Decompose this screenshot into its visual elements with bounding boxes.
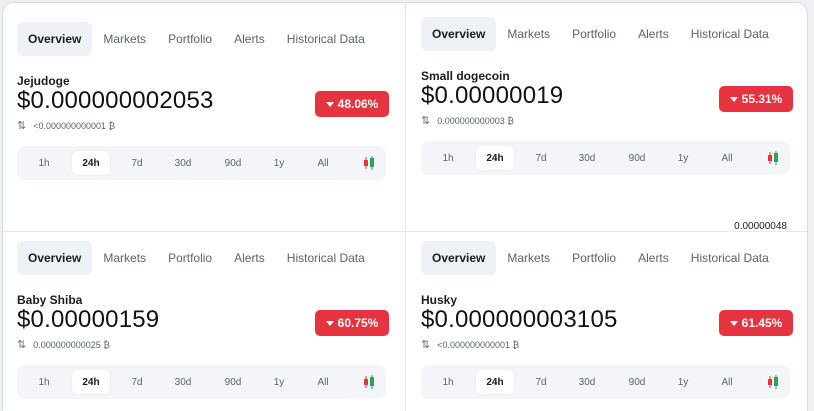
range-30d[interactable]: 30d	[174, 157, 192, 169]
swap-arrows-icon: ⇅	[17, 120, 27, 132]
triangle-down-icon	[325, 320, 334, 326]
coin-name: Jejudoge	[17, 74, 70, 88]
range-all[interactable]: All	[317, 157, 329, 169]
change-badge: 55.31%	[719, 86, 793, 112]
tab-alerts[interactable]: Alerts	[234, 32, 265, 46]
time-range-selector: 1h 24h 7d 30d 90d 1y All	[421, 365, 790, 399]
range-7d[interactable]: 7d	[131, 376, 143, 388]
btc-volume-value: <0.000000000001 ₿	[33, 120, 116, 131]
range-all[interactable]: All	[721, 152, 733, 164]
range-1h[interactable]: 1h	[442, 152, 454, 164]
range-1h[interactable]: 1h	[38, 157, 50, 169]
range-24h[interactable]: 24h	[72, 370, 110, 394]
change-badge: 48.06%	[315, 91, 389, 117]
range-24h[interactable]: 24h	[476, 370, 514, 394]
range-90d[interactable]: 90d	[628, 376, 646, 388]
card-tabs: Overview Markets Portfolio Alerts Histor…	[17, 22, 389, 56]
btc-volume: ⇅ <0.000000000001 ₿	[17, 119, 115, 132]
tab-overview[interactable]: Overview	[17, 22, 93, 56]
range-7d[interactable]: 7d	[535, 376, 547, 388]
change-value: 61.45%	[741, 316, 783, 330]
range-30d[interactable]: 30d	[578, 376, 596, 388]
swap-arrows-icon: ⇅	[421, 339, 431, 351]
column-divider	[405, 3, 406, 411]
range-1y[interactable]: 1y	[273, 157, 285, 169]
range-1y[interactable]: 1y	[677, 152, 689, 164]
row-divider	[3, 231, 807, 232]
coin-price: $0.00000159	[17, 306, 160, 333]
tab-markets[interactable]: Markets	[103, 251, 147, 265]
change-badge: 60.75%	[315, 310, 389, 336]
tab-historical-data[interactable]: Historical Data	[286, 32, 365, 46]
btc-volume-value: 0.000000000003 ₿	[437, 115, 514, 126]
range-1h[interactable]: 1h	[442, 376, 454, 388]
range-1y[interactable]: 1y	[677, 376, 689, 388]
coin-name: Husky	[421, 293, 458, 307]
btc-volume: ⇅ 0.000000000025 ₿	[17, 338, 110, 351]
tab-portfolio[interactable]: Portfolio	[572, 251, 617, 265]
tab-alerts[interactable]: Alerts	[638, 251, 669, 265]
candlestick-chart-icon[interactable]	[362, 374, 376, 390]
range-30d[interactable]: 30d	[578, 152, 596, 164]
change-badge: 61.45%	[719, 310, 793, 336]
range-1h[interactable]: 1h	[38, 376, 50, 388]
range-all[interactable]: All	[721, 376, 733, 388]
btc-volume-value: 0.000000000025 ₿	[33, 339, 110, 350]
range-all[interactable]: All	[317, 376, 329, 388]
tab-historical-data[interactable]: Historical Data	[690, 27, 769, 41]
card-tabs: Overview Markets Portfolio Alerts Histor…	[421, 17, 793, 51]
tab-historical-data[interactable]: Historical Data	[690, 251, 769, 265]
swap-arrows-icon: ⇅	[421, 115, 431, 127]
time-range-selector: 1h 24h 7d 30d 90d 1y All	[17, 146, 386, 180]
candlestick-chart-icon[interactable]	[766, 150, 780, 166]
coin-price: $0.000000003105	[421, 306, 618, 333]
change-value: 48.06%	[337, 97, 379, 111]
time-range-selector: 1h 24h 7d 30d 90d 1y All	[17, 365, 386, 399]
card-tabs: Overview Markets Portfolio Alerts Histor…	[421, 241, 793, 275]
coin-price: $0.00000019	[421, 82, 564, 109]
tab-markets[interactable]: Markets	[103, 32, 147, 46]
tab-markets[interactable]: Markets	[507, 27, 551, 41]
btc-volume-value: <0.000000000001 ₿	[437, 339, 520, 350]
range-90d[interactable]: 90d	[224, 157, 242, 169]
btc-volume: ⇅ 0.000000000003 ₿	[421, 114, 514, 127]
range-90d[interactable]: 90d	[224, 376, 242, 388]
range-7d[interactable]: 7d	[535, 152, 547, 164]
triangle-down-icon	[325, 101, 334, 107]
tab-overview[interactable]: Overview	[17, 241, 93, 275]
tab-alerts[interactable]: Alerts	[234, 251, 265, 265]
tab-portfolio[interactable]: Portfolio	[168, 251, 213, 265]
tab-portfolio[interactable]: Portfolio	[168, 32, 213, 46]
range-24h[interactable]: 24h	[476, 146, 514, 170]
candlestick-chart-icon[interactable]	[766, 374, 780, 390]
range-24h[interactable]: 24h	[72, 151, 110, 175]
change-value: 55.31%	[741, 92, 783, 106]
tab-overview[interactable]: Overview	[421, 241, 497, 275]
coin-name: Small dogecoin	[421, 69, 510, 83]
coin-name: Baby Shiba	[17, 293, 83, 307]
range-7d[interactable]: 7d	[131, 157, 143, 169]
tab-markets[interactable]: Markets	[507, 251, 551, 265]
candlestick-chart-icon[interactable]	[362, 155, 376, 171]
coin-price: $0.000000002053	[17, 87, 214, 114]
tab-portfolio[interactable]: Portfolio	[572, 27, 617, 41]
range-90d[interactable]: 90d	[628, 152, 646, 164]
btc-volume: ⇅ <0.000000000001 ₿	[421, 338, 519, 351]
time-range-selector: 1h 24h 7d 30d 90d 1y All	[421, 141, 790, 175]
tab-historical-data[interactable]: Historical Data	[286, 251, 365, 265]
tab-alerts[interactable]: Alerts	[638, 27, 669, 41]
tab-overview[interactable]: Overview	[421, 17, 497, 51]
range-30d[interactable]: 30d	[174, 376, 192, 388]
range-1y[interactable]: 1y	[273, 376, 285, 388]
change-value: 60.75%	[337, 316, 379, 330]
triangle-down-icon	[729, 96, 738, 102]
chart-value-label: 0.00000048	[734, 221, 787, 232]
swap-arrows-icon: ⇅	[17, 339, 27, 351]
card-tabs: Overview Markets Portfolio Alerts Histor…	[17, 241, 389, 275]
triangle-down-icon	[729, 320, 738, 326]
